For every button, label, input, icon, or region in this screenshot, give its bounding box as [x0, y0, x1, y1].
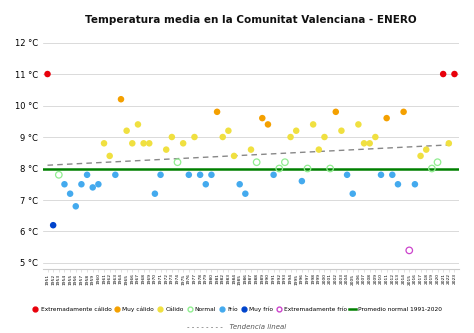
Point [400, 109, 407, 115]
Point [185, 172, 192, 177]
Point [355, 122, 362, 127]
Point [157, 172, 164, 177]
Point [422, 147, 430, 152]
Point [100, 141, 108, 146]
Point [332, 109, 339, 115]
Point [146, 141, 153, 146]
Point [321, 134, 328, 140]
Point [281, 160, 289, 165]
Point [49, 222, 57, 228]
Point [134, 122, 142, 127]
Point [128, 141, 136, 146]
Legend: Extremadamente cálido, Muy cálido, Cálido, Normal, Frío, Muy frío, Extremadament: Extremadamente cálido, Muy cálido, Cálid… [32, 306, 442, 312]
Point [168, 134, 176, 140]
Point [275, 166, 283, 171]
Point [445, 141, 453, 146]
Point [258, 116, 266, 121]
Point [326, 166, 334, 171]
Point [377, 172, 385, 177]
Point [253, 160, 260, 165]
Point [310, 122, 317, 127]
Point [208, 172, 215, 177]
Point [55, 172, 63, 177]
Point [106, 153, 113, 159]
Point [95, 181, 102, 187]
Point [196, 172, 204, 177]
Point [173, 160, 181, 165]
Point [389, 172, 396, 177]
Point [242, 191, 249, 196]
Point [230, 153, 238, 159]
Point [151, 191, 159, 196]
Point [247, 147, 255, 152]
Point [264, 122, 272, 127]
Point [315, 147, 323, 152]
Text: - - - - - - - -   Tendencia lineal: - - - - - - - - Tendencia lineal [187, 324, 287, 330]
Point [191, 134, 198, 140]
Point [44, 71, 51, 77]
Point [405, 248, 413, 253]
Point [411, 181, 419, 187]
Point [439, 71, 447, 77]
Point [304, 166, 311, 171]
Point [394, 181, 402, 187]
Point [213, 109, 221, 115]
Point [337, 128, 345, 134]
Point [61, 181, 68, 187]
Point [417, 153, 424, 159]
Point [72, 204, 80, 209]
Point [383, 116, 391, 121]
Point [78, 181, 85, 187]
Point [349, 191, 356, 196]
Point [163, 147, 170, 152]
Point [292, 128, 300, 134]
Point [123, 128, 130, 134]
Point [360, 141, 368, 146]
Point [111, 172, 119, 177]
Point [434, 160, 441, 165]
Point [451, 71, 458, 77]
Point [225, 128, 232, 134]
Point [366, 141, 374, 146]
Point [140, 141, 147, 146]
Point [270, 172, 277, 177]
Point [236, 181, 244, 187]
Point [428, 166, 436, 171]
Point [117, 97, 125, 102]
Point [66, 191, 74, 196]
Point [179, 141, 187, 146]
Point [298, 178, 306, 184]
Point [202, 181, 210, 187]
Point [372, 134, 379, 140]
Point [83, 172, 91, 177]
Point [287, 134, 294, 140]
Point [89, 185, 97, 190]
Title: Temperatura media en la Comunitat Valenciana - ENERO: Temperatura media en la Comunitat Valenc… [85, 15, 417, 25]
Point [343, 172, 351, 177]
Point [219, 134, 227, 140]
